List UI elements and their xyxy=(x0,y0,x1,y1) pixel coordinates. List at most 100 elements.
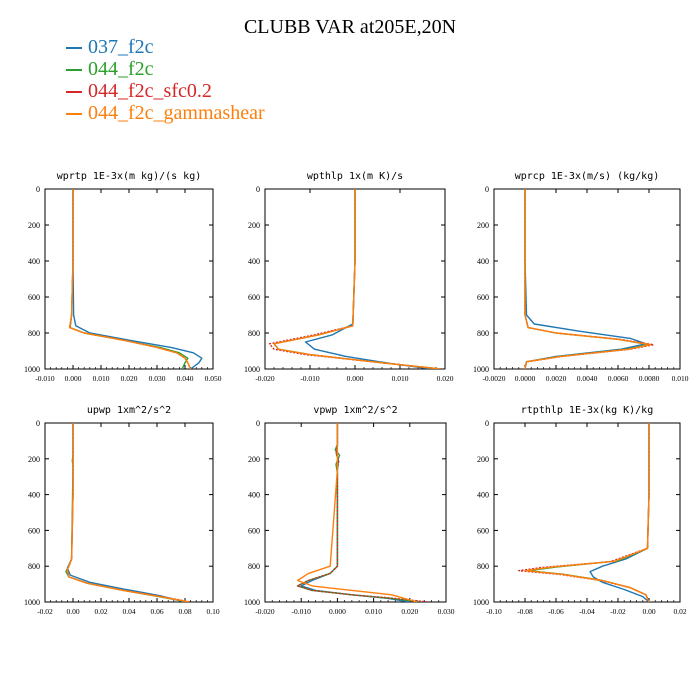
series-group xyxy=(65,423,191,602)
y-tick-label: 1000 xyxy=(24,365,40,374)
x-tick-label: 0.020 xyxy=(121,374,138,383)
panel-1: wprtp 1E-3x(m kg)/(s kg) -0.010 0.000 0.010… xyxy=(24,171,222,383)
x-tick-label: 0.010 xyxy=(93,374,110,383)
y-tick-label: 200 xyxy=(248,455,260,464)
x-tick-label: 0.020 xyxy=(401,607,418,616)
y-tick-label: 0 xyxy=(485,185,489,194)
plot-frame xyxy=(493,188,681,370)
plot-frame xyxy=(264,422,447,603)
legend-swatch-044-f2c-gammashear xyxy=(66,113,82,115)
x-tick-label: 0.0020 xyxy=(546,374,567,383)
y-tick-label: 800 xyxy=(477,329,489,338)
y-tick-label: 600 xyxy=(477,293,489,302)
legend-label: 044_f2c_gammashear xyxy=(88,101,265,124)
plot-frame xyxy=(493,422,681,603)
x-tick-label: -0.10 xyxy=(486,607,502,616)
x-tick-label: 0.030 xyxy=(438,607,455,616)
y-tick-label: 800 xyxy=(248,329,260,338)
x-tick-label: -0.010 xyxy=(292,607,312,616)
y-tick-label: 200 xyxy=(477,221,489,230)
panel-3: wprcp 1E-3x(m/s) (kg/kg) -0.0020 0.0000 0.0… xyxy=(473,171,689,383)
series-line-037-f2c xyxy=(72,189,203,369)
x-tick-label: -0.08 xyxy=(517,607,533,616)
legend-item: 044_f2c_sfc0.2 xyxy=(66,80,265,102)
y-tick-label: 800 xyxy=(28,329,40,338)
y-tick-label: 600 xyxy=(28,526,40,535)
x-tick-label: 0.08 xyxy=(178,607,191,616)
series-line-044-f2c-gammashear xyxy=(524,189,652,369)
x-tick-label: 0.010 xyxy=(672,374,689,383)
y-tick-label: 0 xyxy=(485,419,489,428)
legend-item: 044_f2c_gammashear xyxy=(66,102,265,124)
series-line-044-f2c-sfc0-2 xyxy=(66,423,191,602)
x-tick-label: 0.010 xyxy=(392,374,409,383)
series-line-044-f2c xyxy=(296,423,421,602)
x-tick-label: 0.02 xyxy=(94,607,107,616)
x-tick-label: 0.04 xyxy=(122,607,135,616)
x-tick-label: 0.0060 xyxy=(608,374,629,383)
y-tick-label: 200 xyxy=(28,221,40,230)
series-line-044-f2c-sfc0-2 xyxy=(518,423,650,602)
y-tick-label: 400 xyxy=(248,491,260,500)
x-tick-label: -0.02 xyxy=(37,607,53,616)
y-tick-label: 0 xyxy=(36,185,40,194)
y-tick-label: 1000 xyxy=(244,598,260,607)
legend-item: 037_f2c xyxy=(66,36,265,58)
panel-4: upwp 1xm^2/s^2 -0.02 0.00 0.02 0.04 0.06 0.08 0… xyxy=(24,405,220,616)
x-tick-label: 0.000 xyxy=(329,607,346,616)
x-tick-label: -0.020 xyxy=(255,374,275,383)
x-tick-label: 0.10 xyxy=(206,607,219,616)
x-tick-label: -0.02 xyxy=(610,607,626,616)
panel-title: wprtp 1E-3x(m kg)/(s kg) xyxy=(57,171,202,182)
series-group xyxy=(268,189,441,369)
series-line-044-f2c-gammashear xyxy=(273,189,441,369)
series-group xyxy=(296,423,428,602)
series-group xyxy=(518,423,650,602)
y-tick-label: 1000 xyxy=(473,598,489,607)
y-tick-label: 400 xyxy=(248,257,260,266)
y-tick-label: 400 xyxy=(477,491,489,500)
y-tick-label: 0 xyxy=(36,419,40,428)
x-tick-label: 0.030 xyxy=(149,374,166,383)
x-tick-label: 0.050 xyxy=(205,374,222,383)
y-tick-label: 0 xyxy=(256,185,260,194)
x-tick-label: 0.06 xyxy=(150,607,163,616)
legend-label: 037_f2c xyxy=(88,35,154,58)
y-tick-label: 1000 xyxy=(24,598,40,607)
panel-title: wprcp 1E-3x(m/s) (kg/kg) xyxy=(515,171,660,182)
series-line-037-f2c xyxy=(524,189,647,369)
legend: 037_f2c 044_f2c 044_f2c_sfc0.2 044_f2c_g… xyxy=(66,36,265,124)
series-line-037-f2c xyxy=(304,189,432,369)
x-tick-label: -0.04 xyxy=(579,607,595,616)
figure-title: CLUBB VAR at205E,20N xyxy=(243,16,457,38)
series-line-044-f2c-sfc0-2 xyxy=(296,423,428,602)
y-tick-label: 0 xyxy=(256,419,260,428)
legend-item: 044_f2c xyxy=(66,58,265,80)
panel-2: wpthlp 1x(m K)/s -0.020 -0.010 0.000 0.010 0.… xyxy=(244,171,454,383)
series-line-044-f2c xyxy=(527,423,650,602)
x-tick-label: 0.0000 xyxy=(515,374,536,383)
series-line-044-f2c-gammashear xyxy=(524,423,650,602)
legend-label: 044_f2c_sfc0.2 xyxy=(88,79,212,102)
series-group xyxy=(68,189,203,369)
y-tick-label: 600 xyxy=(28,293,40,302)
y-tick-label: 800 xyxy=(477,562,489,571)
y-tick-label: 400 xyxy=(28,257,40,266)
series-line-044-f2c-gammashear xyxy=(66,423,190,602)
x-tick-label: -0.010 xyxy=(35,374,55,383)
legend-swatch-044-f2c-sfc0.2 xyxy=(66,91,82,93)
y-tick-label: 800 xyxy=(28,562,40,571)
y-tick-label: 1000 xyxy=(244,365,260,374)
x-tick-label: -0.0020 xyxy=(482,374,505,383)
y-tick-label: 200 xyxy=(477,455,489,464)
y-tick-label: 200 xyxy=(28,455,40,464)
y-tick-label: 400 xyxy=(477,257,489,266)
legend-swatch-044-f2c xyxy=(66,69,82,71)
series-line-037-f2c xyxy=(300,423,410,602)
x-tick-label: 0.040 xyxy=(177,374,194,383)
y-tick-label: 600 xyxy=(248,293,260,302)
x-tick-label: 0.0040 xyxy=(577,374,598,383)
panel-6: rtpthlp 1E-3x(kg K)/kg -0.10 -0.08 -0.06 -0.… xyxy=(473,405,687,616)
x-tick-label: -0.06 xyxy=(548,607,564,616)
